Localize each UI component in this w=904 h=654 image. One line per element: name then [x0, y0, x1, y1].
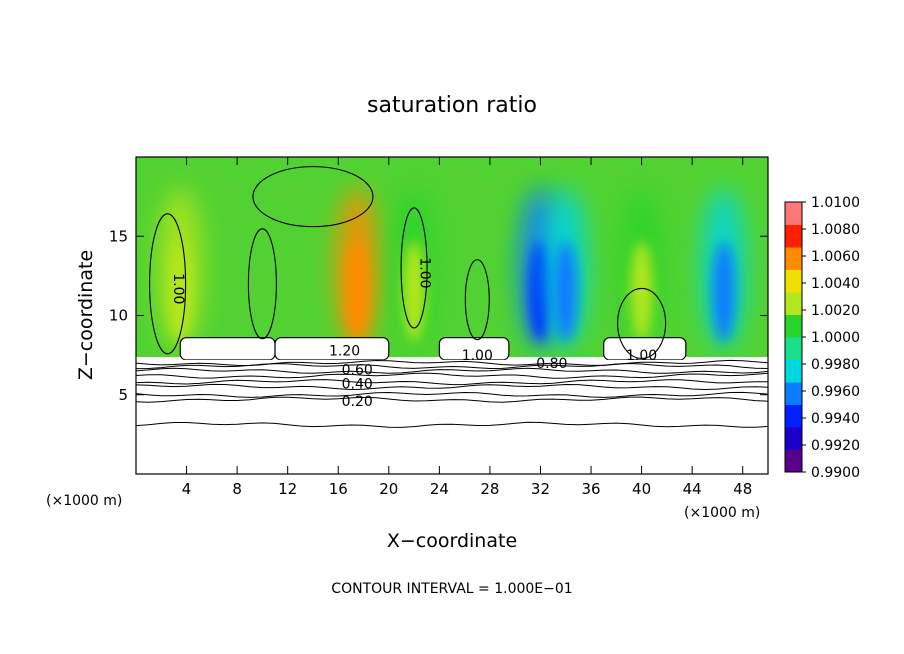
contour-label: 1.00 [170, 273, 186, 304]
colorbar: 1.0100 1.0080 1.0060 1.0040 1.0020 1.0000 0.99… [784, 195, 860, 481]
contour-label: 0.60 [342, 362, 373, 378]
contour-label: 1.00 [626, 348, 657, 364]
contour-label: 0.80 [536, 356, 567, 372]
x-tick-label: 44 [683, 480, 702, 498]
colorbar-label: 1.0060 [811, 249, 860, 265]
y-axis-label: Z−coordinate [75, 250, 97, 380]
plume-core [712, 241, 735, 342]
contour-label: 1.20 [329, 343, 360, 359]
contour-line [400, 207, 428, 329]
chart-title: saturation ratio [367, 93, 537, 118]
x-tick-label: 40 [632, 480, 651, 498]
plume-core [630, 241, 653, 342]
colorbar-swatch [785, 314, 802, 338]
colorbar-label: 0.9940 [811, 411, 860, 427]
y-axis-ticks: 5 10 15 [109, 227, 768, 404]
x-tick-label: 12 [278, 480, 297, 498]
plume-core [169, 241, 192, 342]
contour-line [464, 259, 490, 341]
contour-line [136, 379, 768, 386]
colorbar-swatch [785, 427, 802, 450]
colorbar-swatch [785, 359, 802, 383]
x-tick-label: 4 [182, 480, 192, 498]
colorbar-label: 0.9960 [811, 384, 860, 400]
x-unit-left: (×1000 m) [46, 493, 122, 509]
x-unit-right: (×1000 m) [684, 505, 760, 521]
colorbar-label: 1.0020 [811, 303, 860, 319]
contour-line [136, 383, 768, 391]
contour-line [136, 362, 768, 370]
colorbar-swatch [785, 292, 802, 315]
contour-line [136, 396, 768, 403]
contour-line [136, 391, 768, 398]
x-axis-ticks: 4 8 12 16 20 24 28 32 36 40 44 48 [182, 157, 752, 498]
contour-line [247, 228, 277, 340]
contour-line [149, 213, 187, 355]
cloud-regions [136, 337, 768, 474]
plume-core [346, 241, 369, 342]
colorbar-label: 1.0100 [811, 195, 860, 211]
x-axis-label: X−coordinate [387, 530, 517, 552]
x-tick-label: 36 [581, 480, 600, 498]
y-tick-label: 5 [118, 386, 128, 404]
colorbar-label: 0.9900 [811, 465, 860, 481]
x-tick-label: 16 [329, 480, 348, 498]
moist-layer-fill [136, 157, 768, 357]
plume-layer [158, 187, 746, 348]
plume-core [403, 241, 426, 342]
x-tick-label: 28 [480, 480, 499, 498]
contour-interval-note: CONTOUR INTERVAL = 1.000E−01 [331, 581, 572, 597]
contour-lines [136, 166, 768, 428]
stable-layer-fill [136, 359, 768, 474]
colorbar-label: 0.9980 [811, 357, 860, 373]
colorbar-label: 1.0040 [811, 276, 860, 292]
contour-label: 1.00 [416, 257, 432, 288]
contour-label: 0.40 [342, 377, 373, 393]
colorbar-swatch [785, 224, 802, 248]
contour-line [252, 166, 374, 228]
contour-line [617, 287, 667, 359]
plot-area: 1.00 1.00 1.20 0.600.400.20 1.00 0.80 1.00 [136, 157, 768, 474]
contour-line [136, 372, 768, 379]
colorbar-label: 1.0000 [811, 330, 860, 346]
colorbar-swatch [785, 449, 802, 473]
colorbar-label: 0.9920 [811, 438, 860, 454]
contour-line [136, 367, 768, 374]
y-tick-label: 10 [109, 307, 128, 325]
x-tick-label: 24 [430, 480, 449, 498]
colorbar-swatch [785, 269, 802, 293]
colorbar-swatch [785, 404, 802, 428]
x-tick-label: 20 [379, 480, 398, 498]
x-tick-label: 8 [232, 480, 242, 498]
plume-core [554, 241, 577, 342]
x-tick-label: 48 [733, 480, 752, 498]
contour-label: 0.20 [342, 394, 373, 410]
contour-labels: 1.00 1.00 1.20 0.600.400.20 1.00 0.80 1.00 [170, 257, 657, 410]
x-tick-label: 32 [531, 480, 550, 498]
colorbar-label: 1.0080 [811, 222, 860, 238]
colorbar-swatch [785, 382, 802, 405]
cloud-region [179, 337, 276, 361]
contour-line [136, 421, 768, 428]
colorbar-swatch [785, 247, 802, 270]
contour-label: 1.00 [462, 348, 493, 364]
colorbar-swatch [785, 337, 802, 360]
y-tick-label: 15 [109, 227, 128, 245]
contour-line [136, 359, 768, 367]
colorbar-swatch [785, 202, 802, 225]
